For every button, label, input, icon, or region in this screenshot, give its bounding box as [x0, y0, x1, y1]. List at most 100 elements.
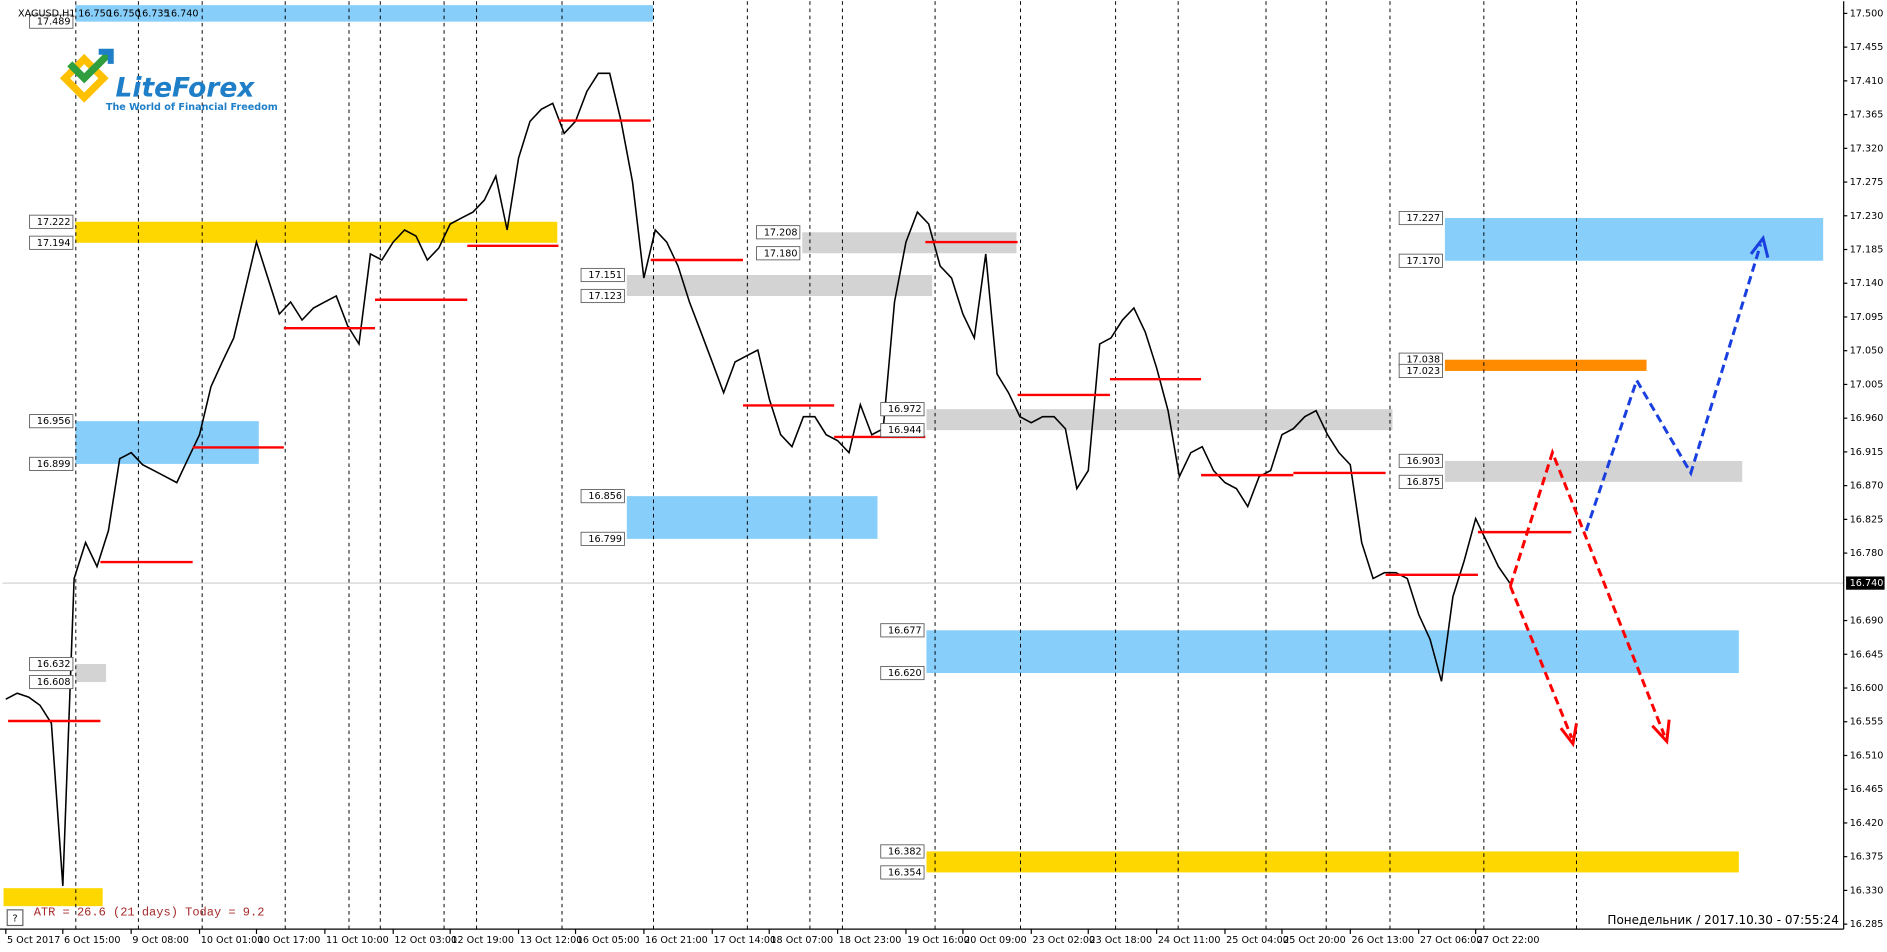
current-price-label: 16.740 — [1850, 578, 1884, 589]
zone — [926, 630, 1739, 674]
y-tick-label: 16.330 — [1850, 885, 1884, 896]
logo-icon — [59, 53, 109, 103]
zone-label: 17.208 — [764, 227, 798, 238]
zone-label-box — [29, 674, 74, 690]
x-tick-label: 17 Oct 14:00 — [713, 935, 776, 946]
y-tick-label: 16.825 — [1850, 514, 1884, 525]
red-arrow — [1508, 585, 1574, 739]
help-icon[interactable]: ? — [12, 913, 17, 924]
zone-label: 17.170 — [1406, 256, 1440, 267]
zone — [626, 496, 878, 539]
timestamp: Понедельник / 2017.10.30 - 07:55:24 — [1607, 913, 1838, 927]
x-tick-label: 10 Oct 17:00 — [258, 935, 321, 946]
zone — [75, 221, 558, 243]
x-tick-label: 18 Oct 07:00 — [770, 935, 833, 946]
zone — [926, 851, 1739, 873]
ohlc: 16.735 — [136, 8, 170, 19]
x-tick-label: 9 Oct 08:00 — [132, 935, 189, 946]
atr-text: ATR = 26.6 (21 days) Today = 9.2 — [34, 905, 265, 919]
arrow-head — [1651, 719, 1671, 745]
zone-label: 17.222 — [37, 217, 71, 228]
axes: 17.500 17.455 17.410 17.365 17.320 17.275 17.2… — [5, 8, 1885, 946]
y-tick-label: 16.420 — [1850, 818, 1884, 829]
zone-label: 16.382 — [888, 846, 922, 857]
zone-label-box — [756, 246, 801, 261]
zone-label: 17.151 — [588, 270, 622, 281]
x-tick-label: 12 Oct 19:00 — [451, 935, 514, 946]
x-tick-label: 5 Oct 2017 — [7, 935, 60, 946]
zone-label: 16.899 — [37, 459, 71, 470]
y-tick-label: 17.320 — [1850, 143, 1884, 154]
x-tick-label: 6 Oct 15:00 — [64, 935, 121, 946]
logo-icon — [67, 49, 114, 84]
zone — [1444, 359, 1647, 371]
zone-label: 17.123 — [588, 291, 622, 302]
logo-name: LiteForex — [116, 73, 256, 104]
zone — [75, 664, 107, 683]
zone-label: 16.856 — [588, 491, 622, 502]
zone — [626, 275, 933, 296]
x-tick-label: 27 Oct 06:00 — [1420, 935, 1483, 946]
x-tick-label: 16 Oct 05:00 — [577, 935, 640, 946]
zones — [3, 5, 1824, 907]
arrow-heads — [1559, 234, 1770, 748]
zone-label: 16.944 — [888, 425, 922, 436]
zone-label-box — [880, 665, 925, 681]
zone-label-box — [29, 214, 74, 229]
current-price-marker — [1846, 576, 1885, 590]
zone-label: 17.038 — [1406, 355, 1440, 366]
zone-label: 16.632 — [37, 659, 71, 670]
y-tick-label: 16.915 — [1850, 447, 1884, 458]
y-tick-label: 16.645 — [1850, 649, 1884, 660]
zone-label: 16.799 — [588, 534, 622, 545]
x-tick-label: 11 Oct 10:00 — [326, 935, 389, 946]
zone-label: 16.903 — [1406, 456, 1440, 467]
x-tick-label: 18 Oct 23:00 — [839, 935, 902, 946]
y-tick-label: 17.455 — [1850, 42, 1884, 53]
zone-label-box — [1398, 210, 1443, 226]
y-tick-label: 16.960 — [1850, 413, 1884, 424]
y-tick-label: 16.510 — [1850, 750, 1884, 761]
y-tick-label: 16.375 — [1850, 852, 1884, 863]
help-button[interactable] — [6, 909, 24, 927]
logo-tagline: The World of Financial Freedom — [106, 102, 278, 113]
zone-label-box — [29, 456, 74, 471]
y-tick-label: 17.500 — [1850, 8, 1884, 19]
labels: 17.489 17.222 17.194 16.956 16.899 16.632 16.6… — [29, 14, 1443, 880]
x-tick-label: 25 Oct 20:00 — [1283, 935, 1346, 946]
zone-label-box — [1398, 363, 1443, 378]
zone — [802, 232, 1017, 254]
x-tick-label: 12 Oct 03:00 — [394, 935, 457, 946]
zone-label-box — [29, 14, 74, 29]
zone-label: 17.227 — [1406, 213, 1440, 224]
x-tick-label: 26 Oct 13:00 — [1352, 935, 1415, 946]
y-tick-label: 16.780 — [1850, 548, 1884, 559]
arrow-head — [1749, 234, 1770, 258]
zone-label-box — [29, 656, 74, 672]
zone-label: 16.956 — [37, 416, 71, 427]
x-tick-label: 13 Oct 12:00 — [520, 935, 583, 946]
x-tick-label: 16 Oct 21:00 — [645, 935, 708, 946]
y-tick-label: 17.095 — [1850, 312, 1884, 323]
y-tick-label: 16.555 — [1850, 717, 1884, 728]
x-tick-label: 25 Oct 04:00 — [1226, 935, 1289, 946]
x-tick-label: 20 Oct 09:00 — [964, 935, 1027, 946]
x-tick-label: 27 Oct 22:00 — [1477, 935, 1540, 946]
zone-label-box — [880, 402, 925, 417]
forecast-arrows — [1508, 243, 1763, 739]
zone-label: 16.354 — [888, 867, 922, 878]
zone-label: 16.608 — [37, 677, 71, 688]
zone-label: 16.620 — [888, 668, 922, 679]
x-tick-label: 10 Oct 01:00 — [201, 935, 264, 946]
x-tick-label: 23 Oct 18:00 — [1089, 935, 1152, 946]
y-tick-label: 16.690 — [1850, 616, 1884, 627]
zone-label-box — [580, 489, 625, 504]
arrow-head — [1559, 723, 1578, 748]
zone-label-box — [29, 235, 74, 250]
ohlc: 16.750 — [107, 8, 141, 19]
zone-label: 16.677 — [888, 625, 922, 636]
zone — [75, 421, 259, 464]
y-tick-label: 16.600 — [1850, 683, 1884, 694]
